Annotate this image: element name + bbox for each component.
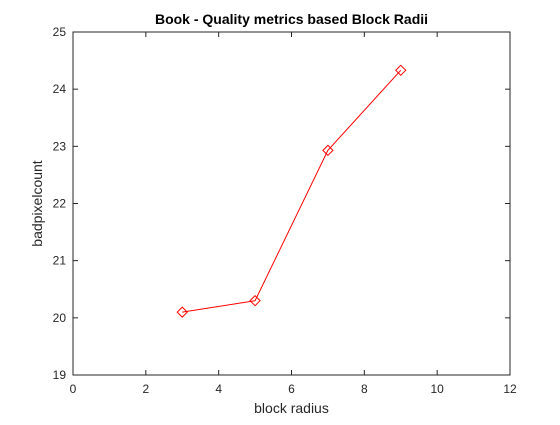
- series-line: [182, 69, 402, 313]
- y-tick-label: 22: [53, 197, 67, 211]
- x-axis-label: block radius: [254, 400, 329, 416]
- y-axis-label: badpixelcount: [29, 160, 45, 247]
- y-tick-label: 19: [53, 368, 67, 382]
- data-point-diamond: [395, 64, 407, 77]
- chart-title: Book - Quality metrics based Block Radii: [155, 11, 428, 27]
- y-tick-label: 21: [53, 254, 67, 268]
- x-tick-label: 6: [288, 382, 295, 396]
- data-point-diamond: [176, 306, 188, 318]
- x-tick-label: 12: [503, 382, 517, 396]
- series-layer: [176, 64, 407, 318]
- plot-background: [73, 32, 510, 375]
- y-tick-label: 24: [53, 82, 67, 96]
- data-point-diamond: [322, 144, 334, 157]
- y-tick-label: 25: [53, 25, 67, 39]
- x-tick-label: 0: [70, 382, 77, 396]
- y-tick-label: 20: [53, 311, 67, 325]
- y-tick-label: 23: [53, 139, 67, 153]
- x-tick-label: 2: [142, 382, 149, 396]
- x-tick-label: 4: [215, 382, 222, 396]
- x-tick-label: 8: [361, 382, 368, 396]
- data-point-diamond: [249, 294, 261, 307]
- x-tick-label: 10: [430, 382, 444, 396]
